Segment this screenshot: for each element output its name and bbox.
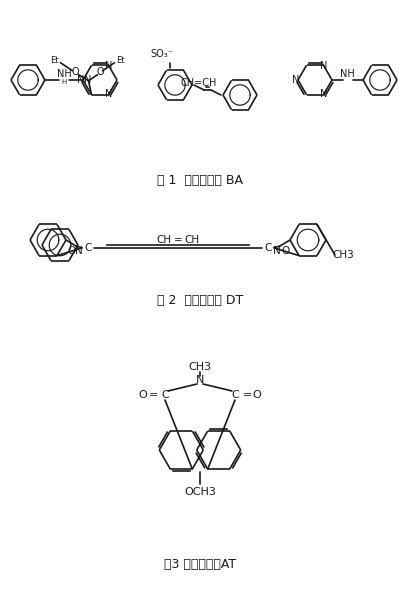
Text: C: C	[161, 390, 169, 400]
Text: N: N	[292, 75, 300, 85]
Text: O: O	[72, 67, 79, 77]
Text: O: O	[67, 246, 75, 256]
Text: 式 1  荧光增白剂 BA: 式 1 荧光增白剂 BA	[157, 174, 243, 186]
Text: NH: NH	[340, 69, 355, 79]
Text: N: N	[75, 246, 83, 256]
Text: N: N	[273, 246, 281, 256]
Text: CH3: CH3	[188, 362, 211, 372]
Text: 式3 荧光增白剂AT: 式3 荧光增白剂AT	[164, 559, 236, 572]
Text: N: N	[320, 61, 327, 71]
Text: =: =	[174, 235, 182, 245]
Text: C: C	[84, 243, 92, 253]
Text: =: =	[242, 390, 252, 400]
Text: C: C	[231, 390, 239, 400]
Text: CH=CH: CH=CH	[181, 78, 217, 88]
Text: 式 2  荧光增白剂 DT: 式 2 荧光增白剂 DT	[157, 293, 243, 306]
Text: OCH3: OCH3	[184, 487, 216, 497]
Text: N: N	[105, 89, 112, 99]
Text: CH3: CH3	[332, 250, 354, 260]
Text: C: C	[264, 243, 272, 253]
Text: N: N	[196, 375, 204, 385]
Text: N: N	[77, 75, 85, 85]
Text: =: =	[148, 390, 158, 400]
Text: Et: Et	[116, 56, 125, 65]
Text: CH: CH	[184, 235, 200, 245]
Text: Et: Et	[50, 56, 59, 65]
Text: H: H	[61, 79, 67, 85]
Text: SO₃⁻: SO₃⁻	[150, 49, 174, 59]
Text: O: O	[253, 390, 261, 400]
Text: O: O	[138, 390, 147, 400]
Text: CH: CH	[156, 235, 172, 245]
Text: N: N	[320, 89, 327, 99]
Text: N: N	[105, 61, 112, 71]
Text: O: O	[97, 67, 104, 77]
Text: N: N	[84, 75, 91, 84]
Text: O: O	[281, 246, 289, 256]
Text: NH: NH	[57, 69, 71, 79]
